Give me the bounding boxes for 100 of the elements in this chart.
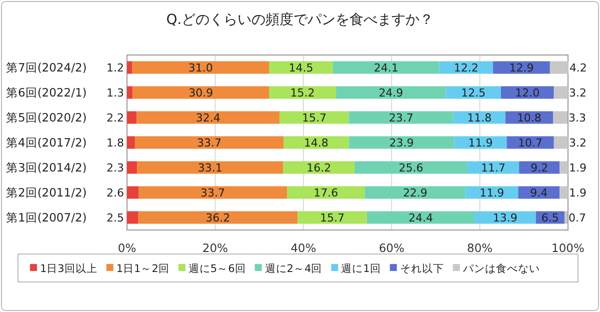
data-label: 2.2 (106, 112, 124, 124)
data-label: 17.6 (314, 186, 338, 200)
bar (134, 136, 284, 149)
data-label: 24.9 (378, 86, 404, 100)
data-label: 1.2 (106, 62, 124, 74)
legend-label: 1日1～2回 (116, 263, 170, 275)
bar (554, 86, 568, 99)
data-label: 12.0 (515, 86, 540, 100)
data-label: 2.5 (106, 212, 124, 224)
bar (127, 111, 137, 124)
data-label: 12.9 (509, 62, 534, 74)
data-label: 14.8 (304, 136, 328, 150)
data-label: 0.7 (568, 212, 586, 224)
data-label: 15.7 (320, 212, 345, 224)
bar (298, 211, 367, 224)
bar (280, 111, 349, 124)
data-label: 9.2 (530, 162, 548, 174)
bar (550, 61, 568, 74)
data-label: 11.9 (480, 186, 504, 200)
data-label: 10.7 (518, 136, 543, 150)
data-label: 12.2 (454, 62, 478, 74)
bar (553, 111, 568, 124)
y-tick-label: 第2回(2011/2) (6, 186, 87, 200)
data-label: 36.2 (206, 212, 230, 224)
data-label: 15.7 (302, 112, 326, 124)
data-label: 33.7 (200, 186, 226, 200)
data-label: 3.2 (569, 86, 586, 100)
bar (284, 136, 349, 149)
bar (127, 136, 135, 149)
data-label: 33.7 (196, 136, 222, 150)
x-tick-label: 60% (378, 241, 404, 255)
data-label: 31.0 (188, 62, 213, 74)
data-label: 11.8 (467, 112, 492, 124)
bar (474, 211, 536, 224)
data-label: 11.9 (468, 136, 493, 150)
bar (467, 161, 520, 174)
bar (336, 86, 446, 99)
data-label: 2.3 (106, 162, 124, 174)
legend-label: それ以下 (400, 262, 444, 275)
bar (366, 211, 475, 224)
bar (364, 186, 466, 199)
bar (137, 161, 284, 174)
bar (354, 161, 468, 174)
data-label: 6.5 (541, 212, 559, 224)
bar (287, 186, 365, 199)
data-label: 14.5 (288, 62, 314, 74)
data-label: 2.6 (106, 186, 124, 200)
bar (332, 61, 440, 74)
bar (127, 186, 138, 199)
y-tick-label: 第1回(2007/2) (6, 210, 87, 224)
data-label: 1.8 (106, 136, 124, 150)
bar (136, 111, 280, 124)
data-label: 30.9 (188, 86, 214, 100)
bar (554, 136, 568, 149)
bar (127, 211, 138, 224)
legend-label: パンは食べない (462, 263, 540, 275)
bar (560, 186, 568, 199)
data-label: 23.9 (389, 136, 414, 150)
data-label: 9.4 (530, 186, 548, 200)
bar (348, 136, 454, 149)
x-tick-label: 20% (202, 241, 228, 255)
data-label: 10.8 (516, 112, 542, 124)
data-label: 1.9 (569, 162, 586, 174)
bar (127, 161, 138, 174)
data-label: 24.1 (374, 62, 398, 74)
bar (132, 61, 269, 74)
data-label: 25.6 (398, 162, 424, 174)
legend-label: 週に1回 (341, 263, 381, 275)
bar (269, 86, 336, 99)
data-label: 23.7 (388, 112, 414, 124)
bar (138, 211, 298, 224)
x-tick-label: 40% (290, 241, 316, 255)
bar (348, 111, 454, 124)
legend-label: 週に5～6回 (188, 263, 246, 275)
data-label: 13.9 (492, 212, 518, 224)
data-label: 1.3 (106, 86, 124, 100)
data-label: 1.9 (569, 186, 586, 200)
data-label: 12.5 (461, 86, 486, 100)
legend-label: 1日3回以上 (40, 262, 98, 275)
bar (138, 186, 288, 199)
bar (127, 86, 133, 99)
bar (269, 61, 333, 74)
bar (132, 86, 269, 99)
y-tick-label: 第6回(2022/1) (6, 86, 87, 100)
data-label: 16.2 (306, 162, 332, 174)
chart-title: Q.どのくらいの頻度でパンを食べますか？ (166, 12, 434, 28)
data-label: 32.4 (196, 112, 220, 124)
data-label: 3.2 (569, 136, 586, 150)
data-label: 3.3 (568, 112, 586, 124)
y-tick-label: 第7回(2024/2) (6, 60, 87, 74)
y-tick-label: 第4回(2017/2) (6, 136, 87, 150)
data-label: 24.4 (408, 212, 433, 224)
data-label: 11.7 (481, 162, 506, 174)
bar (283, 161, 355, 174)
data-label: 33.1 (198, 162, 222, 174)
x-tick-label: 80% (467, 241, 493, 255)
x-tick-label: 0% (118, 241, 136, 255)
bar (564, 211, 568, 224)
bar (439, 61, 494, 74)
bar (127, 61, 132, 74)
